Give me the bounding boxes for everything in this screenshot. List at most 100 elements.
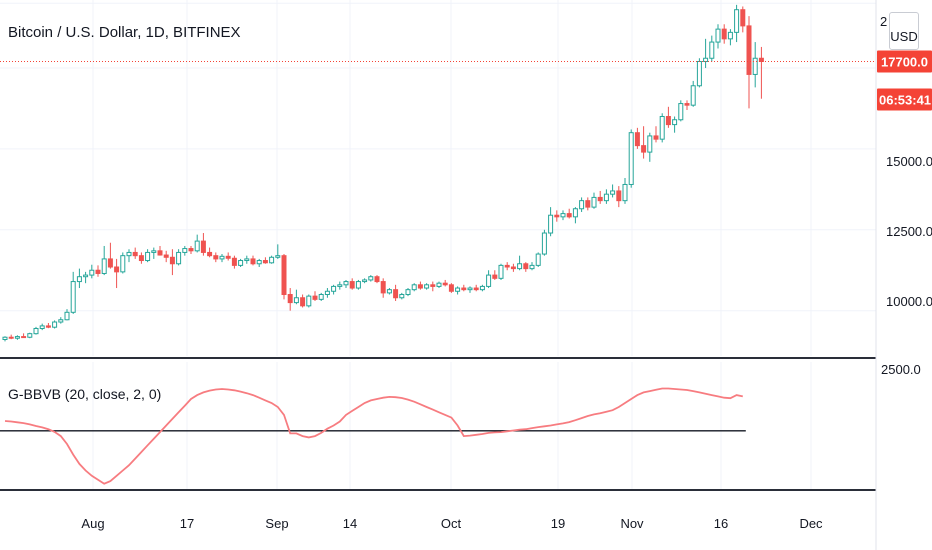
- candle-down[interactable]: [225, 252, 231, 261]
- price-scale[interactable]: 2 15000.0 12500.0 10000.0 2500.0 17700.0 06:53…: [875, 0, 932, 550]
- candle-down[interactable]: [312, 291, 318, 301]
- candle-down[interactable]: [250, 255, 256, 266]
- candle-down[interactable]: [95, 265, 101, 277]
- candle-up[interactable]: [579, 197, 585, 212]
- candle-down[interactable]: [473, 284, 479, 292]
- candle-up[interactable]: [703, 38, 709, 68]
- candle-down[interactable]: [200, 233, 206, 256]
- candle-up[interactable]: [293, 289, 299, 305]
- candle-up[interactable]: [455, 286, 461, 295]
- candle-down[interactable]: [721, 24, 727, 44]
- candle-up[interactable]: [715, 24, 721, 49]
- candle-up[interactable]: [2, 336, 8, 342]
- candle-down[interactable]: [641, 126, 647, 159]
- candle-up[interactable]: [101, 245, 107, 276]
- candle-down[interactable]: [138, 252, 144, 264]
- candle-up[interactable]: [194, 234, 200, 253]
- candle-down[interactable]: [504, 262, 510, 271]
- candle-up[interactable]: [541, 229, 547, 256]
- candle-up[interactable]: [647, 132, 653, 162]
- time-axis[interactable]: Aug 17 Sep 14 Oct 19 Nov 16 Dec: [81, 516, 823, 531]
- candle-down[interactable]: [442, 279, 448, 287]
- candle-up[interactable]: [591, 192, 597, 209]
- candle-up[interactable]: [343, 279, 349, 289]
- candle-up[interactable]: [33, 326, 39, 335]
- candle-down[interactable]: [188, 245, 194, 255]
- candle-up[interactable]: [176, 249, 182, 266]
- candle-up[interactable]: [324, 288, 330, 298]
- candle-up[interactable]: [120, 252, 126, 274]
- candle-up[interactable]: [628, 129, 634, 188]
- candle-down[interactable]: [380, 278, 386, 298]
- candle-up[interactable]: [58, 317, 64, 324]
- currency-button[interactable]: USD: [889, 12, 919, 50]
- candle-up[interactable]: [275, 244, 281, 259]
- candle-up[interactable]: [219, 254, 225, 263]
- candle-up[interactable]: [560, 210, 566, 221]
- candle-down[interactable]: [114, 258, 120, 289]
- candle-down[interactable]: [349, 278, 355, 290]
- candlestick-series[interactable]: [2, 4, 764, 342]
- candle-down[interactable]: [231, 255, 237, 269]
- indicator-legend-label[interactable]: G-BBVB (20, close, 2, 0): [8, 386, 162, 402]
- candle-up[interactable]: [690, 80, 696, 107]
- candle-up[interactable]: [411, 283, 417, 292]
- candle-down[interactable]: [746, 16, 752, 109]
- candle-up[interactable]: [244, 255, 250, 264]
- candle-up[interactable]: [27, 332, 33, 339]
- candle-up[interactable]: [182, 245, 188, 256]
- candle-up[interactable]: [89, 264, 95, 279]
- candle-down[interactable]: [107, 242, 113, 269]
- candle-up[interactable]: [318, 292, 324, 301]
- candle-down[interactable]: [634, 127, 640, 149]
- candle-down[interactable]: [132, 247, 138, 259]
- candle-down[interactable]: [207, 247, 213, 258]
- candle-down[interactable]: [740, 6, 746, 33]
- candle-down[interactable]: [393, 284, 399, 301]
- candle-up[interactable]: [678, 100, 684, 122]
- candle-down[interactable]: [430, 281, 436, 292]
- candle-up[interactable]: [535, 252, 541, 267]
- candle-up[interactable]: [752, 42, 758, 88]
- candle-up[interactable]: [479, 284, 485, 292]
- indicator-pane[interactable]: [0, 387, 746, 485]
- candle-down[interactable]: [8, 334, 14, 340]
- candle-down[interactable]: [417, 281, 423, 290]
- candle-up[interactable]: [331, 284, 337, 295]
- candle-up[interactable]: [424, 283, 430, 290]
- candle-down[interactable]: [448, 283, 454, 293]
- candle-up[interactable]: [486, 270, 492, 289]
- candle-up[interactable]: [517, 255, 523, 271]
- candle-down[interactable]: [281, 254, 287, 300]
- candle-down[interactable]: [758, 46, 764, 99]
- candle-down[interactable]: [523, 262, 529, 272]
- candle-up[interactable]: [145, 249, 151, 263]
- candle-down[interactable]: [157, 245, 163, 256]
- candle-up[interactable]: [355, 279, 361, 290]
- candle-up[interactable]: [467, 286, 473, 293]
- candle-up[interactable]: [337, 281, 343, 290]
- candle-up[interactable]: [52, 320, 58, 329]
- indicator-line[interactable]: [4, 387, 743, 485]
- candle-down[interactable]: [21, 333, 27, 339]
- candle-up[interactable]: [734, 4, 740, 43]
- candle-up[interactable]: [368, 275, 374, 282]
- candle-up[interactable]: [709, 35, 715, 62]
- candle-up[interactable]: [548, 207, 554, 237]
- candle-up[interactable]: [399, 292, 405, 300]
- candle-down[interactable]: [163, 250, 169, 263]
- candle-up[interactable]: [386, 288, 392, 295]
- candle-up[interactable]: [610, 184, 616, 198]
- candle-down[interactable]: [585, 197, 591, 211]
- candle-up[interactable]: [622, 178, 628, 204]
- candle-down[interactable]: [492, 270, 498, 280]
- candle-up[interactable]: [436, 281, 442, 289]
- candle-up[interactable]: [603, 189, 609, 204]
- candle-up[interactable]: [529, 262, 535, 271]
- candle-up[interactable]: [269, 255, 275, 264]
- candle-down[interactable]: [45, 322, 51, 329]
- candle-up[interactable]: [362, 278, 368, 284]
- candle-down[interactable]: [566, 208, 572, 219]
